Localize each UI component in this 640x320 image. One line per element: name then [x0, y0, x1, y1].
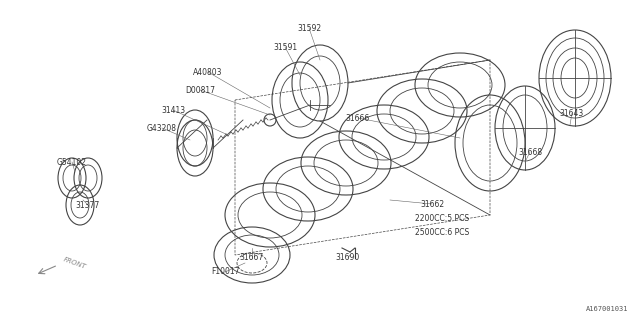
Text: 2500CC:6 PCS: 2500CC:6 PCS [415, 228, 469, 236]
Text: 31662: 31662 [420, 199, 444, 209]
Text: 31668: 31668 [518, 148, 542, 156]
Text: 31690: 31690 [336, 253, 360, 262]
Text: 31591: 31591 [273, 43, 297, 52]
Text: 31667: 31667 [240, 253, 264, 262]
Text: F10017: F10017 [211, 268, 239, 276]
Text: G54102: G54102 [57, 157, 87, 166]
Text: 31666: 31666 [346, 114, 370, 123]
Text: FRONT: FRONT [62, 256, 86, 270]
Text: G43208: G43208 [147, 124, 177, 132]
Text: 31413: 31413 [161, 106, 185, 115]
Text: A167001031: A167001031 [586, 306, 628, 312]
Text: A40803: A40803 [193, 68, 223, 76]
Text: 31377: 31377 [76, 201, 100, 210]
Text: 31643: 31643 [560, 108, 584, 117]
Text: 31592: 31592 [297, 23, 321, 33]
Text: D00817: D00817 [185, 85, 215, 94]
Text: 2200CC:5 PCS: 2200CC:5 PCS [415, 213, 469, 222]
